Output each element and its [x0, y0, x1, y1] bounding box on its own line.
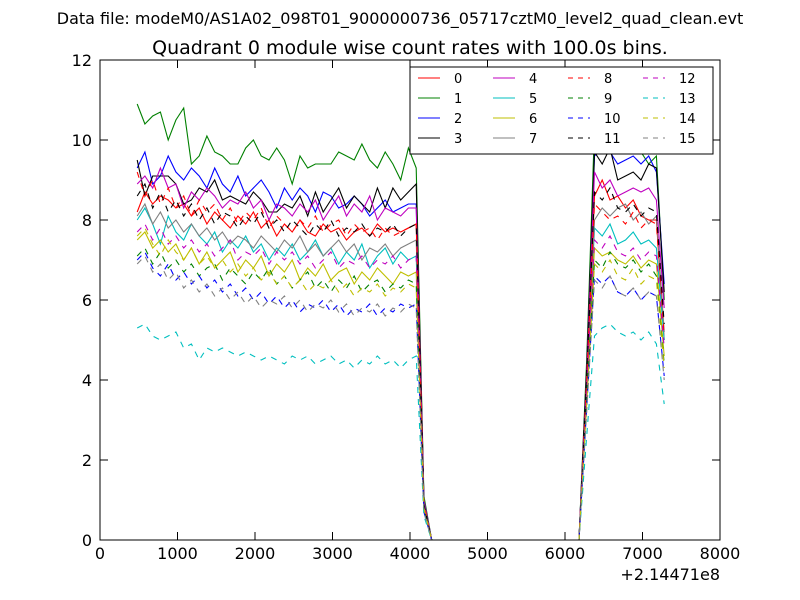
legend-label-8: 8 [604, 72, 612, 87]
y-tick-label: 10 [72, 131, 92, 150]
legend-label-7: 7 [529, 132, 537, 147]
ticks-layer: 0 1000 2000 3000 4000 5000 6000 7000 80000246810… [72, 51, 741, 563]
legend-label-13: 13 [679, 92, 696, 107]
legend-label-0: 0 [454, 72, 462, 87]
y-tick-label: 2 [82, 451, 92, 470]
legend-label-4: 4 [529, 72, 537, 87]
series-12-line [136, 223, 665, 541]
legend-label-2: 2 [454, 112, 462, 127]
suptitle: Data file: modeM0/AS1A02_098T01_90000007… [57, 9, 743, 29]
legend-label-15: 15 [679, 132, 696, 147]
legend-label-1: 1 [454, 92, 462, 107]
chart-title: Quadrant 0 module wise count rates with … [152, 37, 668, 59]
x-tick-label: 0 [95, 544, 105, 563]
series-8-line [136, 171, 665, 541]
y-tick-label: 8 [82, 211, 92, 230]
series-14-line [136, 227, 665, 541]
y-tick-label: 12 [72, 51, 92, 70]
legend-label-3: 3 [454, 132, 462, 147]
legend-label-12: 12 [679, 72, 696, 87]
y-tick-label: 6 [82, 291, 92, 310]
legend-label-10: 10 [604, 112, 621, 127]
legend-label-5: 5 [529, 92, 537, 107]
legend-label-11: 11 [604, 132, 621, 147]
x-tick-label: 6000 [545, 544, 586, 563]
legend-frame [409, 66, 714, 155]
legend-label-9: 9 [604, 92, 612, 107]
x-tick-label: 1000 [157, 544, 198, 563]
x-tick-label: 2000 [235, 544, 276, 563]
x-tick-label: 4000 [390, 544, 431, 563]
x-tick-label: 5000 [467, 544, 508, 563]
legend-label-14: 14 [679, 112, 696, 127]
y-tick-label: 0 [82, 531, 92, 550]
legend-label-6: 6 [529, 112, 537, 127]
x-tick-label: 3000 [312, 544, 353, 563]
y-tick-label: 4 [82, 371, 92, 390]
x-tick-label: 7000 [622, 544, 663, 563]
x-offset-label: +2.14471e8 [620, 565, 720, 584]
x-tick-label: 8000 [700, 544, 741, 563]
